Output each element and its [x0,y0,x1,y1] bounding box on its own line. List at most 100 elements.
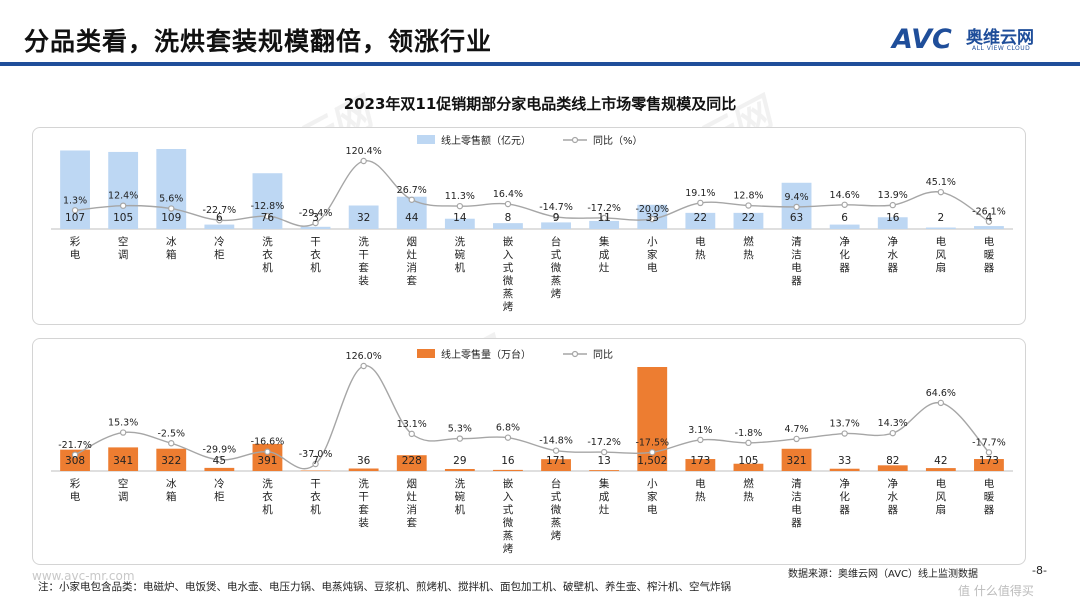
yoy-marker [600,448,608,456]
yoy-marker [119,202,127,209]
category-label: 洗碗机 [455,236,466,274]
legend-line-label: 同比（%） [593,135,643,147]
site-overlay-mark: 值 什么值得买 [958,584,1034,598]
page-number: -8- [1032,564,1047,577]
category-label: 彩电 [70,236,81,261]
bar-data-label: 308 [65,455,85,467]
yoy-data-label: -2.5% [157,428,185,439]
yoy-marker [841,201,848,208]
bar-data-label: 33 [646,212,659,224]
bar-data-label: 82 [886,455,899,467]
yoy-marker [889,201,896,209]
category-label: 集成灶 [599,235,610,274]
category-label: 清洁电器 [791,477,802,529]
category-label: 冰箱 [166,477,177,503]
category-label: 燃热 [743,235,754,261]
yoy-data-label: 15.3% [108,418,138,429]
legend-bar-label: 线上零售额（亿元） [441,134,531,147]
yoy-data-label: 5.6% [159,194,183,205]
yoy-marker [408,430,415,438]
category-label: 电风扇 [936,235,947,274]
footnote: 注：小家电包含品类：电磁炉、电饭煲、电水壶、电压力锅、电蒸炖锅、豆浆机、煎烤机、… [38,581,731,593]
chart-panel-sales-value: 线上零售额（亿元） 同比（%） 1.3% 12.4% 5.6% -22.7% -12.8% -… [32,127,1026,325]
bar [685,459,716,471]
bar-data-label: 29 [453,455,466,467]
yoy-data-label: 6.8% [496,423,520,434]
bar-data-label: 171 [546,455,566,467]
bar-data-label: 321 [787,455,807,467]
bar-data-label: 2 [938,212,945,224]
yoy-data-label: -1.8% [735,428,763,439]
yoy-data-label: 12.4% [108,191,138,202]
bar [444,468,475,471]
bar [781,448,812,471]
legend-line-label: 同比 [593,349,613,361]
bar-data-label: 6 [216,212,223,224]
yoy-data-label: 126.0% [346,351,382,362]
bar-data-label: 228 [402,455,422,467]
bar-data-label: 4 [986,212,993,224]
bar [204,467,235,471]
sales-volume-chart: 线上零售量（万台） 同比 -21.7% 15.3% -2.5% -29.9% -16.6% -… [51,348,1013,555]
yoy-data-label: -29.4% [299,208,333,219]
yoy-marker [504,200,512,208]
bar-data-label: 109 [161,212,181,224]
bar [156,149,187,229]
category-label: 烟灶消套 [407,477,418,529]
category-label: 小家电 [647,478,658,516]
category-label: 洗衣机 [262,236,273,274]
yoy-marker [168,440,175,447]
category-label: 清洁电器 [791,235,802,287]
yoy-data-label: 9.4% [784,192,808,203]
bar [829,468,860,471]
bar-data-label: 36 [357,455,371,467]
bar-data-label: 42 [934,455,947,467]
yoy-data-label: 14.6% [830,190,860,201]
bar [156,448,187,471]
yoy-marker [745,202,752,209]
bar [877,217,908,229]
yoy-data-label: 13.1% [397,419,427,430]
sales-value-chart: 线上零售额（亿元） 同比（%） 1.3% 12.4% 5.6% -22.7% -12.8% -… [51,134,1013,313]
bar [108,151,139,229]
chart-title: 2023年双11促销期部分家电品类线上市场零售规模及同比 [343,95,737,113]
yoy-data-label: -22.7% [203,205,237,216]
bar [733,463,764,471]
yoy-marker [841,430,848,437]
bar-data-label: 341 [113,455,133,467]
yoy-marker [504,434,512,441]
bar [829,224,860,229]
yoy-data-label: -20.0% [635,204,669,215]
header-rule [0,62,1080,66]
bar [685,212,716,229]
category-label: 小家电 [647,236,658,274]
yoy-marker [312,219,319,227]
category-label: 台式微蒸烤 [551,477,562,542]
yoy-marker [889,429,896,437]
bar-data-label: 14 [453,212,467,224]
category-label: 彩电 [70,478,81,503]
yoy-data-label: 16.4% [493,189,523,200]
bar-data-label: 33 [838,455,851,467]
bar-data-label: 44 [405,212,419,224]
bar [877,465,908,471]
category-label: 冷柜 [214,235,225,261]
bar-data-label: 107 [65,212,85,224]
category-label: 冰箱 [166,235,177,261]
legend-bar-label: 线上零售量（万台） [441,348,531,361]
bar-data-label: 22 [742,212,755,224]
yoy-marker [264,212,271,220]
yoy-data-label: -16.6% [251,437,285,448]
category-label: 洗碗机 [455,478,466,516]
bar-data-label: 322 [161,455,181,467]
category-label: 电暖器 [984,477,995,516]
bar [204,224,235,229]
category-label: 电热 [695,477,706,503]
yoy-data-label: 64.6% [926,388,956,399]
category-label: 空调 [118,477,128,503]
bar-data-label: 7 [312,455,319,467]
yoy-data-label: -14.7% [539,202,573,213]
category-label: 净化器 [839,235,850,274]
yoy-marker [985,449,993,456]
bar [60,449,90,471]
